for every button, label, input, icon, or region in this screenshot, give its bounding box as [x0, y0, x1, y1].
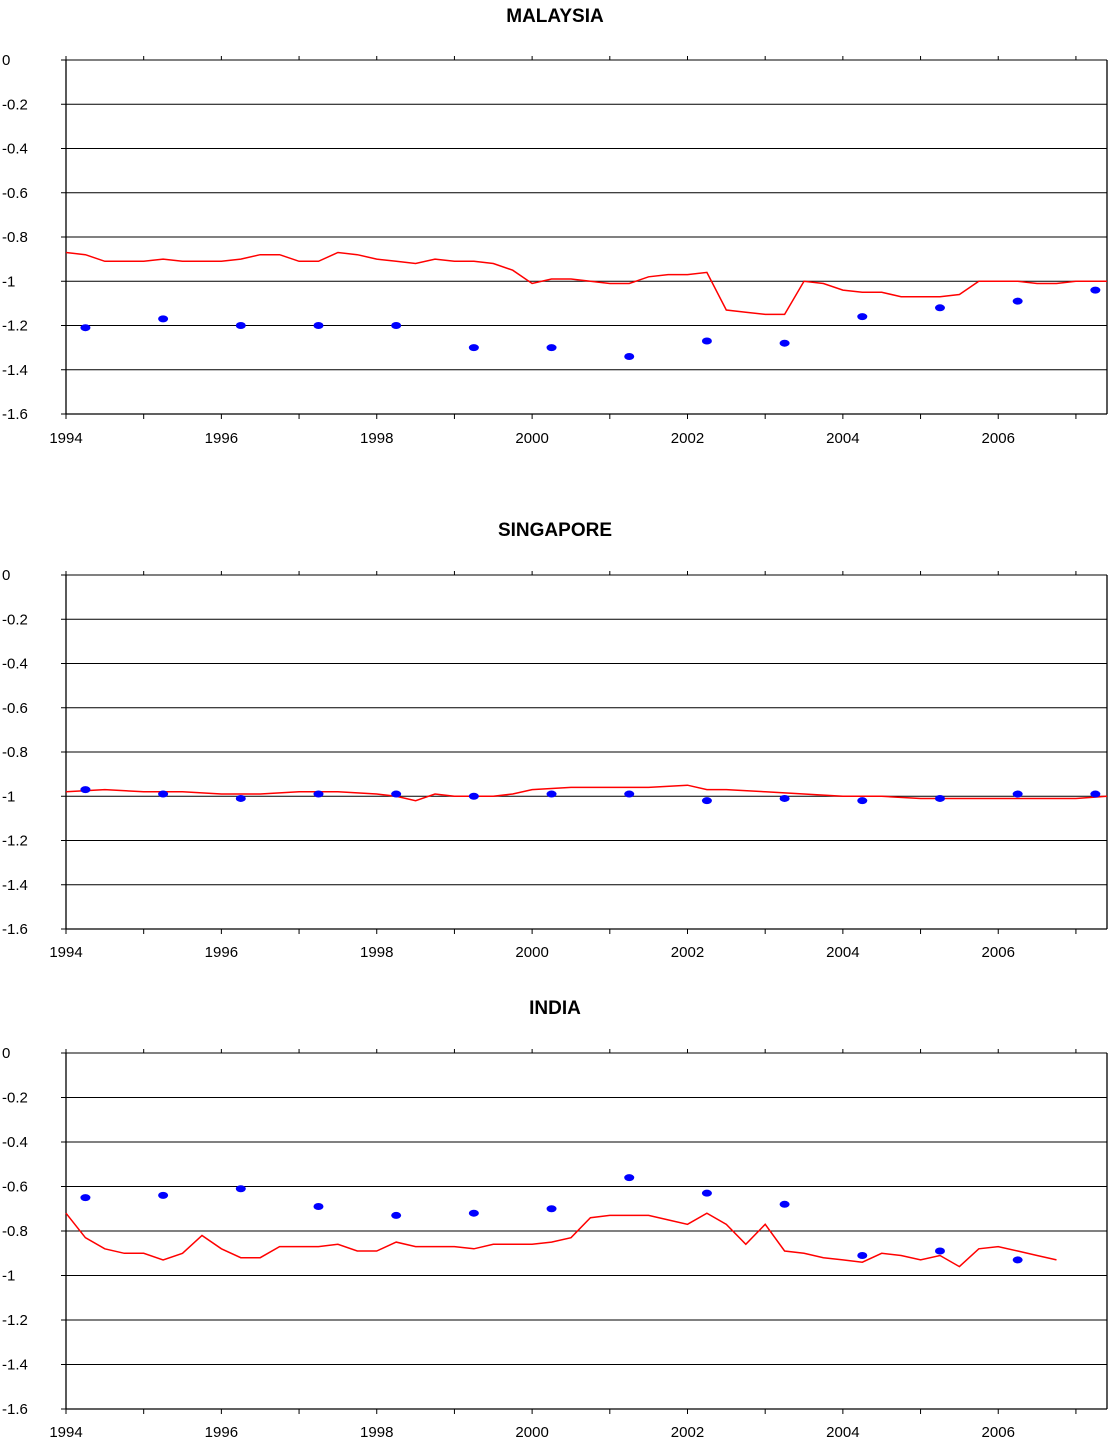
data-point [1012, 297, 1023, 305]
data-point [1090, 790, 1101, 798]
y-tick-label: -1.2 [2, 318, 28, 335]
y-tick-label: -0.2 [2, 96, 28, 113]
x-tick-label: 1996 [205, 1424, 238, 1441]
y-tick-label: 0 [2, 52, 10, 69]
series-line [65, 784, 1108, 802]
chart-malaysia: MALAYSIA 0 -0.2 -0.4 -0.6 -0.8 -1 -1.2 -1.4 -1.6 1… [2, 6, 1108, 447]
data-point [468, 792, 479, 800]
data-point [546, 344, 557, 352]
data-point [313, 790, 324, 798]
data-point [468, 1209, 479, 1217]
data-point [1012, 1256, 1023, 1264]
data-point [857, 313, 868, 321]
y-tick-label: -1.6 [2, 1401, 28, 1418]
x-tick-label: 2006 [982, 1424, 1015, 1441]
data-point [391, 1211, 402, 1219]
data-point [80, 1194, 91, 1202]
data-point [857, 797, 868, 805]
data-point [468, 344, 479, 352]
series-line [65, 251, 1107, 316]
data-point [80, 786, 91, 794]
y-tick-label: -0.8 [2, 744, 28, 761]
x-tick-label: 1994 [49, 1424, 82, 1441]
data-point [624, 352, 635, 360]
y-tick-label: -0.4 [2, 656, 28, 673]
x-tick-label: 2002 [671, 944, 704, 961]
chart-singapore: SINGAPORE 0 -0.2 -0.4 -0.6 -0.8 -1 -1.2 -1.4 -1.6… [2, 520, 1108, 961]
data-point [1012, 790, 1023, 798]
y-tick-label: -0.2 [2, 611, 28, 628]
y-tick-label: -1.6 [2, 406, 28, 423]
data-point [779, 794, 790, 802]
y-tick-label: -1.4 [2, 1357, 28, 1374]
chart-title: SINGAPORE [498, 520, 612, 541]
data-point [779, 1200, 790, 1208]
data-point [313, 322, 324, 329]
y-tick-label: 0 [2, 567, 10, 584]
x-tick-label: 2004 [826, 1424, 859, 1441]
data-point [624, 790, 635, 798]
chart-title: INDIA [529, 998, 581, 1019]
data-point [546, 790, 557, 798]
y-tick-label: -1 [2, 273, 15, 290]
y-tick-label: -0.8 [2, 229, 28, 246]
data-point [158, 315, 169, 323]
x-tick-label: 1996 [205, 944, 238, 961]
x-tick-label: 1998 [360, 430, 393, 447]
data-point [701, 797, 712, 805]
y-tick-label: -0.6 [2, 1179, 28, 1196]
data-point [546, 1205, 557, 1213]
data-point [391, 322, 402, 329]
y-tick-label: -1 [2, 1268, 15, 1285]
x-tick-label: 2006 [982, 944, 1015, 961]
y-tick-label: -1.2 [2, 833, 28, 850]
y-tick-label: -1 [2, 788, 15, 805]
chart-title: MALAYSIA [506, 6, 604, 27]
y-tick-label: -0.6 [2, 185, 28, 202]
y-tick-label: -0.4 [2, 141, 28, 158]
x-tick-label: 2000 [515, 1424, 548, 1441]
y-tick-label: -1.2 [2, 1312, 28, 1329]
data-point [934, 794, 945, 802]
chart-india: INDIA 0 -0.2 -0.4 -0.6 -0.8 -1 -1.2 -1.4 -1.6 1994… [2, 998, 1108, 1441]
data-point [235, 1185, 246, 1193]
x-tick-label: 1994 [49, 944, 82, 961]
x-tick-label: 2002 [671, 1424, 704, 1441]
y-tick-label: -0.2 [2, 1090, 28, 1107]
data-point [624, 1174, 635, 1182]
y-tick-label: -1.4 [2, 362, 28, 379]
y-tick-label: -1.4 [2, 877, 28, 894]
x-tick-label: 1996 [205, 430, 238, 447]
y-tick-label: -0.4 [2, 1134, 28, 1151]
data-point [158, 790, 169, 798]
data-point [1090, 286, 1101, 294]
data-point [391, 790, 402, 798]
data-point [934, 304, 945, 312]
x-tick-label: 2004 [826, 430, 859, 447]
series-line [65, 1212, 1057, 1268]
data-point [857, 1251, 868, 1259]
data-point [701, 337, 712, 345]
data-point [158, 1191, 169, 1199]
data-point [701, 1189, 712, 1197]
y-tick-label: -0.6 [2, 700, 28, 717]
x-tick-label: 2004 [826, 944, 859, 961]
x-tick-label: 2000 [515, 944, 548, 961]
data-point [235, 794, 246, 802]
data-point [934, 1247, 945, 1255]
data-point [779, 339, 790, 347]
x-tick-label: 2000 [515, 430, 548, 447]
x-tick-label: 1994 [49, 430, 82, 447]
x-tick-label: 2006 [982, 430, 1015, 447]
data-point [313, 1203, 324, 1211]
data-point [235, 322, 246, 329]
data-point [80, 324, 91, 332]
x-tick-label: 1998 [360, 944, 393, 961]
y-tick-label: 0 [2, 1045, 10, 1062]
y-tick-label: -0.8 [2, 1223, 28, 1240]
x-tick-label: 1998 [360, 1424, 393, 1441]
y-tick-label: -1.6 [2, 921, 28, 938]
x-tick-label: 2002 [671, 430, 704, 447]
